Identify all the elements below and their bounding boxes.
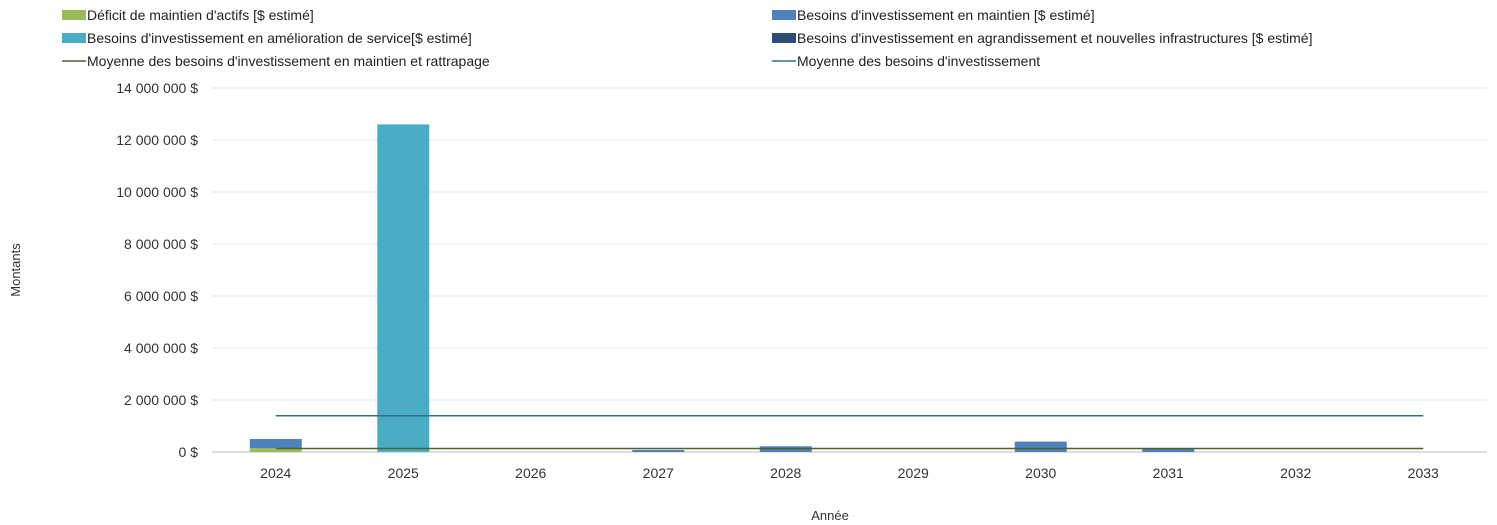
legend-entry: Déficit de maintien d'actifs [$ estimé] <box>87 7 314 23</box>
y-tick-label: 0 $ <box>179 444 199 460</box>
bar-2024-series-0 <box>249 448 302 452</box>
legend-swatch <box>62 10 86 20</box>
y-tick-label: 6 000 000 $ <box>124 288 198 304</box>
y-axis: 0 $ 2 000 000 $ 4 000 000 $ 6 000 000 $ 8 00… <box>116 80 198 460</box>
x-axis-title: Année <box>811 508 849 523</box>
x-tick-label: 2024 <box>260 465 291 481</box>
bar-2025-series-2 <box>377 124 430 453</box>
x-tick-label: 2028 <box>770 465 801 481</box>
bar-2027-series-1 <box>632 449 685 452</box>
legend-entry: Moyenne des besoins d'investissement <box>797 53 1040 69</box>
x-tick-label: 2025 <box>388 465 419 481</box>
bar-2031-series-1 <box>1142 448 1195 452</box>
legend-entry: Besoins d'investissement en maintien [$ … <box>797 7 1095 23</box>
legend-swatch <box>62 33 86 43</box>
y-tick-label: 4 000 000 $ <box>124 340 198 356</box>
x-tick-label: 2027 <box>643 465 674 481</box>
x-tick-label: 2030 <box>1025 465 1056 481</box>
y-axis-title: Montants <box>8 243 23 297</box>
legend-swatch <box>772 33 796 43</box>
y-tick-label: 8 000 000 $ <box>124 236 198 252</box>
y-tick-label: 10 000 000 $ <box>116 184 198 200</box>
y-tick-label: 2 000 000 $ <box>124 392 198 408</box>
bar-2024-series-1 <box>249 439 302 449</box>
legend-entry: Besoins d'investissement en agrandisseme… <box>797 30 1312 46</box>
bar-2030-series-1 <box>1014 441 1067 452</box>
x-tick-label: 2033 <box>1408 465 1439 481</box>
y-tick-label: 14 000 000 $ <box>116 80 198 96</box>
x-tick-label: 2031 <box>1153 465 1184 481</box>
y-tick-label: 12 000 000 $ <box>116 132 198 148</box>
legend-entry: Besoins d'investissement en amélioration… <box>87 30 472 46</box>
x-axis: 2024 2025 2026 2027 2028 2029 2030 2031 2032 2033 <box>260 465 1439 481</box>
legend-entry: Moyenne des besoins d'investissement en … <box>87 53 490 69</box>
average-lines <box>275 414 1424 450</box>
legend-swatch <box>772 10 796 20</box>
x-tick-label: 2026 <box>515 465 546 481</box>
x-tick-label: 2032 <box>1280 465 1311 481</box>
legend: Déficit de maintien d'actifs [$ estimé] B… <box>62 7 1312 69</box>
bars <box>249 124 1195 453</box>
x-tick-label: 2029 <box>898 465 929 481</box>
